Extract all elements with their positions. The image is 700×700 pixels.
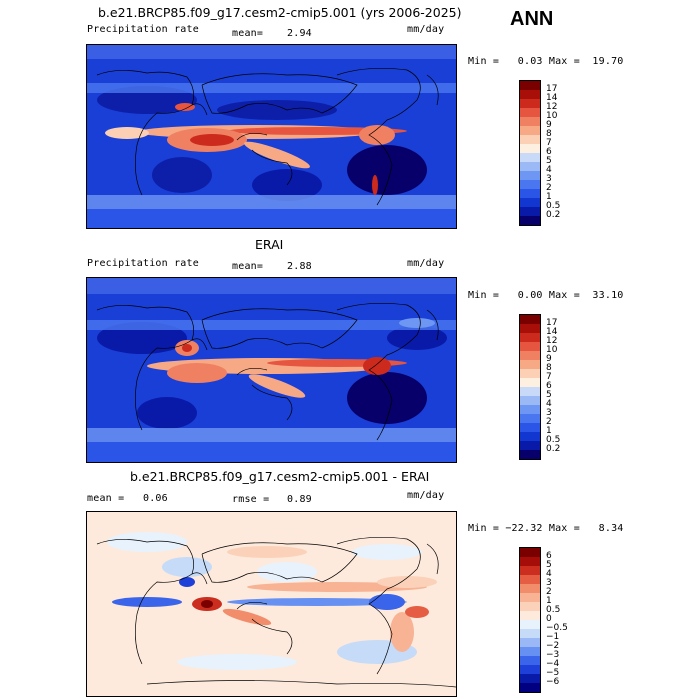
panel3-title: b.e21.BRCP85.f09_g17.cesm2-cmip5.001 - E… [130,469,430,484]
panel2-cbar-tick: 7 [546,372,552,382]
panel2-title: ERAI [255,237,284,252]
panel3-cbar-tick: 2 [546,587,552,597]
panel2-cbar-tick: 3 [546,408,552,418]
panel2-cbar-tick: 0.5 [546,435,561,445]
panel2-units: mm/day [407,258,445,269]
panel1-map [86,44,457,229]
panel3-minmax: Min = −22.32 Max = 8.34 [468,523,624,534]
panel2-cbar-tick: 17 [546,318,558,328]
panel2-cbar-tick: 2 [546,417,552,427]
panel2-variable-label: Precipitation rate [87,258,199,269]
panel1-cbar-tick: 0.2 [546,210,561,220]
panel1-cbar-tick: 7 [546,138,552,148]
panel1-colorbar [519,80,541,226]
panel3-map [86,511,457,697]
panel2-cbar-tick: 8 [546,363,552,373]
panel2-minmax: Min = 0.00 Max = 33.10 [468,290,624,301]
panel3-cbar-tick: 0 [546,614,552,624]
panel1-cbar-tick: 14 [546,93,558,103]
panel1-cbar-tick: 12 [546,102,558,112]
panel2-cbar-tick: 1 [546,426,552,436]
panel1-cbar-tick: 9 [546,120,552,130]
panel3-mean-text: mean = 0.06 [87,493,168,504]
panel2-colorbar [519,314,541,460]
panel2-mean-label: mean= [232,261,264,272]
panel3-rmse-label: rmse = [232,494,270,505]
panel2-cbar-tick: 4 [546,399,552,409]
panel3-cbar-tick: −3 [546,650,560,660]
panel2-cbar-tick: 6 [546,381,552,391]
panel3-cbar-tick: 3 [546,578,552,588]
panel1-mean-value: 2.94 [287,28,312,39]
panel3-cbar-tick: 1 [546,596,552,606]
panel3-cbar-tick: 0.5 [546,605,561,615]
panel1-cbar-tick: 6 [546,147,552,157]
panel3-cbar-tick: −6 [546,677,560,687]
panel2-cbar-tick: 5 [546,390,552,400]
panel3-cbar-tick: 4 [546,569,552,579]
panel3-cbar-tick: −0.5 [546,623,568,633]
panel3-units: mm/day [407,490,445,501]
panel3-cbar-tick: −5 [546,668,560,678]
panel3-cbar-tick: 5 [546,560,552,570]
panel2-cbar-tick: 12 [546,336,558,346]
panel3-rmse-value: 0.89 [287,494,312,505]
panel1-units: mm/day [407,24,445,35]
panel1-cbar-tick: 2 [546,183,552,193]
panel1-cbar-tick: 10 [546,111,558,121]
panel1-cbar-tick: 1 [546,192,552,202]
panel2-cbar-tick: 10 [546,345,558,355]
panel2-cbar-tick: 14 [546,327,558,337]
panel1-cbar-tick: 4 [546,165,552,175]
panel1-cbar-tick: 8 [546,129,552,139]
panel3-cbar-tick: −2 [546,641,560,651]
panel1-title: b.e21.BRCP85.f09_g17.cesm2-cmip5.001 (yr… [98,5,462,20]
season-label: ANN [510,8,554,30]
panel1-cbar-tick: 17 [546,84,558,94]
panel2-mean-value: 2.88 [287,261,312,272]
panel1-mean-label: mean= [232,28,264,39]
panel1-cbar-tick: 3 [546,174,552,184]
panel3-cbar-tick: −1 [546,632,560,642]
panel2-cbar-tick: 0.2 [546,444,561,454]
panel1-minmax: Min = 0.03 Max = 19.70 [468,56,624,67]
panel3-cbar-tick: −4 [546,659,560,669]
panel2-cbar-tick: 9 [546,354,552,364]
panel1-variable-label: Precipitation rate [87,24,199,35]
panel3-colorbar [519,547,541,693]
panel1-cbar-tick: 5 [546,156,552,166]
panel1-cbar-tick: 0.5 [546,201,561,211]
panel2-map [86,277,457,463]
panel3-cbar-tick: 6 [546,551,552,561]
